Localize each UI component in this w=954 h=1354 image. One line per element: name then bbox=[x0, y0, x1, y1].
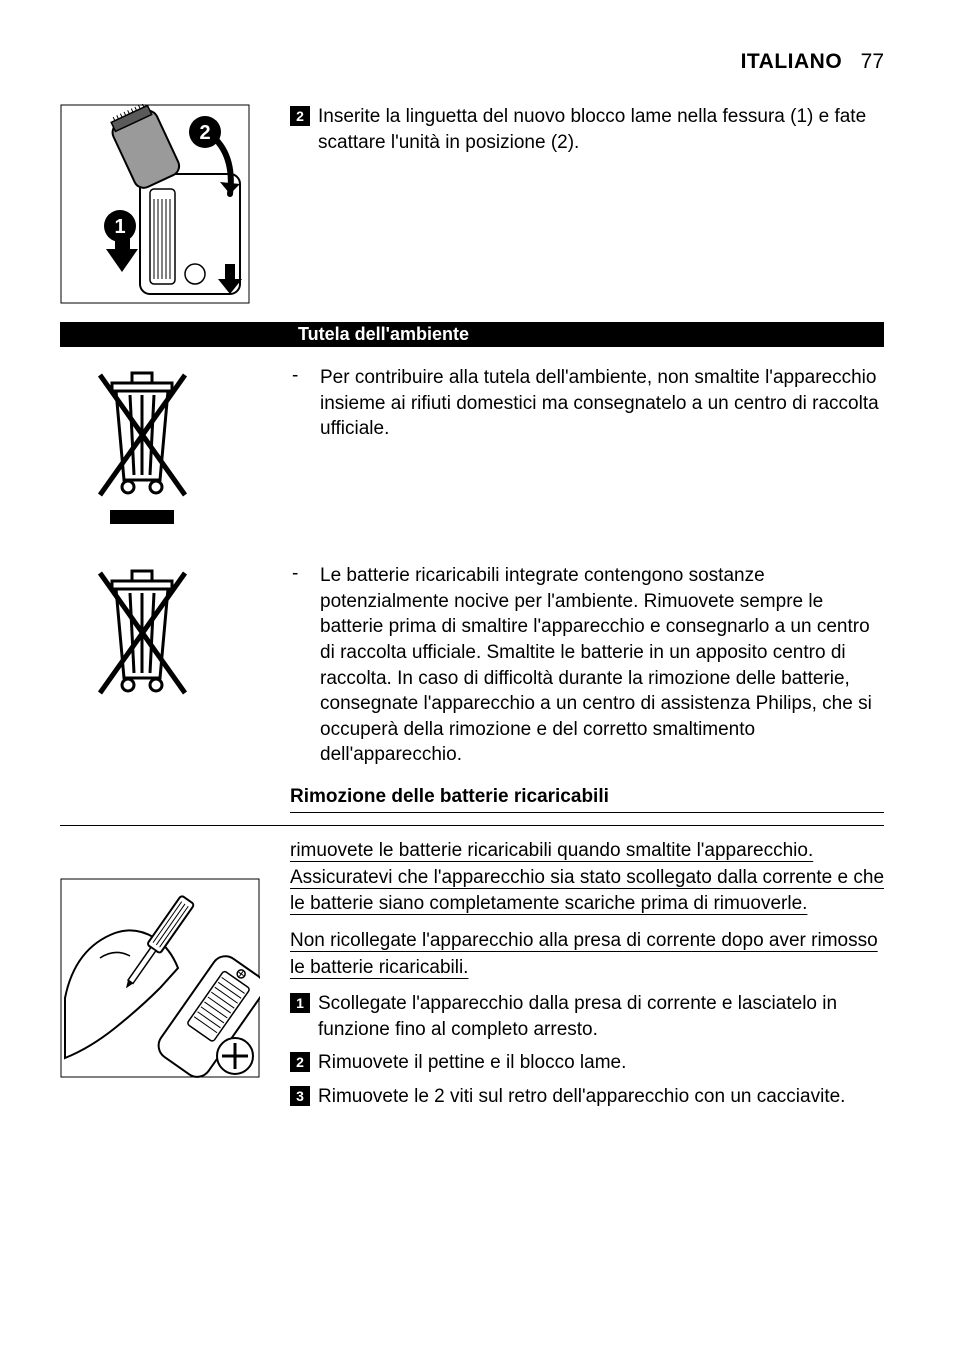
screwdriver-illustration bbox=[60, 838, 290, 1078]
clipper-illustration: 1 2 bbox=[60, 104, 290, 304]
step-text: Inserite la linguetta del nuovo blocco l… bbox=[318, 104, 884, 155]
battery-note-1: rimuovete le batterie ricaricabili quand… bbox=[290, 838, 884, 918]
svg-text:2: 2 bbox=[199, 122, 210, 144]
page-header: ITALIANO 77 bbox=[60, 50, 884, 74]
section-bar-environment: Tutela dell'ambiente bbox=[60, 322, 884, 347]
step-text: Rimuovete le 2 viti sul retro dell'appar… bbox=[318, 1084, 845, 1110]
bullet-item: - Le batterie ricaricabili integrate con… bbox=[290, 563, 884, 768]
battery-step-2: 2 Rimuovete il pettine e il blocco lame. bbox=[290, 1050, 884, 1076]
header-language: ITALIANO bbox=[741, 50, 843, 73]
step-text: Scollegate l'apparecchio dalla presa di … bbox=[318, 991, 884, 1042]
bullet-dash: - bbox=[290, 563, 320, 585]
step-number-badge: 2 bbox=[290, 1052, 310, 1072]
step-number-badge: 2 bbox=[290, 106, 310, 126]
subsection-battery-removal: Rimozione delle batterie ricaricabili bbox=[290, 786, 884, 826]
step-text: Rimuovete il pettine e il blocco lame. bbox=[318, 1050, 626, 1076]
bullet-dash: - bbox=[290, 365, 320, 387]
step2-row: 1 2 2 Inserite la linguetta del nuovo bl… bbox=[60, 104, 884, 304]
subsection-title: Rimozione delle batterie ricaricabili bbox=[290, 786, 884, 813]
weee-bin-icon bbox=[60, 365, 290, 535]
env-bullet2-row: - Le batterie ricaricabili integrate con… bbox=[60, 563, 884, 768]
step-number-badge: 1 bbox=[290, 993, 310, 1013]
step-2: 2 Inserite la linguetta del nuovo blocco… bbox=[290, 104, 884, 155]
battery-removal-row: rimuovete le batterie ricaricabili quand… bbox=[60, 838, 884, 1118]
step-number-badge: 3 bbox=[290, 1086, 310, 1106]
weee-bin-icon-nobar bbox=[60, 563, 290, 703]
bullet-item: - Per contribuire alla tutela dell'ambie… bbox=[290, 365, 884, 442]
section-title: Tutela dell'ambiente bbox=[290, 322, 884, 347]
svg-text:1: 1 bbox=[114, 216, 125, 238]
battery-step-1: 1 Scollegate l'apparecchio dalla presa d… bbox=[290, 991, 884, 1042]
battery-step-3: 3 Rimuovete le 2 viti sul retro dell'app… bbox=[290, 1084, 884, 1110]
battery-note-2: Non ricollegate l'apparecchio alla presa… bbox=[290, 928, 884, 981]
bullet-text: Per contribuire alla tutela dell'ambient… bbox=[320, 365, 884, 442]
bullet-text: Le batterie ricaricabili integrate conte… bbox=[320, 563, 884, 768]
header-page-number: 77 bbox=[861, 50, 884, 73]
env-bullet1-row: - Per contribuire alla tutela dell'ambie… bbox=[60, 365, 884, 545]
